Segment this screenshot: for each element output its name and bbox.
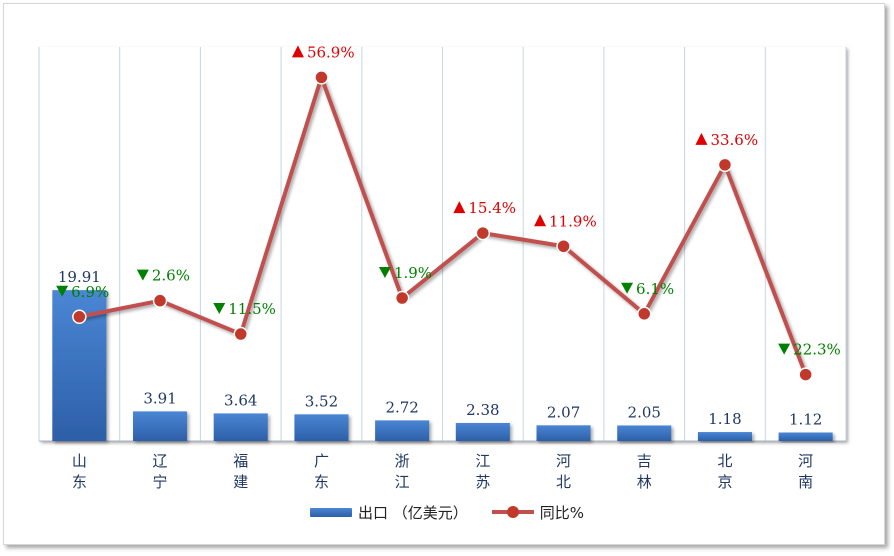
bar (213, 413, 268, 441)
category-label: 林 (637, 473, 652, 491)
yoy-value-label: 11.9% (549, 212, 597, 230)
bar-value-label: 3.52 (305, 392, 338, 410)
bar-value-label: 2.72 (385, 398, 418, 416)
yoy-point-marker (475, 225, 491, 241)
category-label: 宁 (153, 473, 168, 491)
yoy-point-marker (798, 367, 813, 382)
yoy-value-label: 2.6% (152, 267, 190, 285)
bar (294, 414, 349, 441)
category-label: 江 (395, 473, 410, 491)
legend-line-swatch (491, 506, 534, 518)
yoy-point-marker (233, 326, 248, 342)
category-label: 广 (314, 452, 329, 470)
triangle-down-icon (213, 303, 226, 315)
category-label: 吉 (637, 452, 652, 470)
bar (375, 420, 430, 441)
yoy-value-label: 22.3% (793, 341, 841, 359)
category-label: 东 (314, 473, 329, 491)
bar-value-label: 3.91 (143, 389, 176, 407)
bar (778, 432, 833, 441)
chart-legend: 出口 （亿美元） 同比% (0, 500, 894, 524)
triangle-down-icon (378, 267, 391, 279)
bar-value-label: 3.64 (224, 391, 257, 409)
triangle-up-icon (291, 45, 304, 58)
triangle-down-icon (621, 282, 634, 294)
category-label: 山 (72, 452, 87, 470)
yoy-value-label: 11.5% (228, 300, 276, 318)
category-label: 辽 (153, 452, 168, 470)
category-label: 浙 (395, 452, 410, 470)
category-label: 南 (798, 473, 813, 491)
category-label: 苏 (475, 473, 490, 491)
category-label: 京 (717, 473, 732, 491)
legend-bar-swatch (309, 507, 352, 517)
triangle-up-icon (453, 201, 466, 214)
bar-value-label: 2.05 (628, 403, 661, 421)
bar-value-label: 19.91 (58, 268, 101, 286)
chart-svg: 19.91 3.91 3.64 3.52 2.72 2.38 2.07 2.05 1.18 1.1… (38, 43, 847, 491)
legend-item-export: 出口 （亿美元） (309, 502, 468, 523)
triangle-down-icon (136, 269, 149, 281)
yoy-value-label: 15.4% (468, 199, 516, 217)
triangle-down-icon (778, 343, 791, 355)
yoy-value-label: 1.9% (394, 264, 432, 282)
bar-value-label: 2.07 (547, 403, 580, 421)
triangle-up-icon (695, 132, 708, 145)
bar (697, 432, 752, 441)
bar (133, 411, 188, 441)
yoy-point-marker (394, 290, 410, 306)
bar (455, 422, 510, 441)
yoy-value-label: 6.1% (636, 280, 674, 298)
yoy-value-label: 56.9% (307, 43, 355, 61)
yoy-point-marker (556, 239, 571, 254)
yoy-point-marker (152, 293, 168, 308)
yoy-point-marker (717, 157, 733, 173)
bar (536, 425, 591, 441)
bar (617, 425, 672, 441)
yoy-series-line (78, 75, 808, 376)
legend-label-export: 出口 （亿美元） (357, 503, 468, 522)
yoy-point-marker (72, 309, 87, 325)
category-label: 河 (798, 452, 813, 470)
category-label: 北 (556, 473, 571, 491)
bar-value-label: 1.18 (708, 410, 741, 428)
category-label: 河 (556, 452, 571, 470)
category-label: 福 (233, 452, 248, 470)
bar-value-label: 1.12 (789, 411, 822, 429)
bar-value-label: 2.38 (466, 401, 499, 419)
category-label: 北 (717, 452, 732, 470)
yoy-point-marker (314, 70, 329, 85)
yoy-point-marker (637, 306, 652, 322)
category-label: 东 (72, 473, 87, 491)
legend-label-yoy: 同比% (539, 503, 585, 522)
category-label: 建 (233, 473, 248, 491)
yoy-value-label: 33.6% (710, 131, 758, 149)
legend-item-yoy: 同比% (491, 502, 585, 523)
category-label: 江 (475, 452, 490, 470)
yoy-value-label: 6.9% (71, 283, 109, 301)
triangle-up-icon (534, 214, 547, 227)
triangle-down-icon (56, 285, 69, 297)
